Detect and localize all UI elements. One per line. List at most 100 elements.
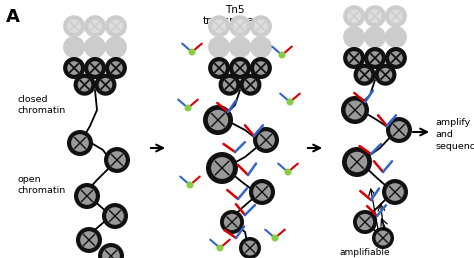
Circle shape bbox=[254, 19, 268, 33]
Circle shape bbox=[284, 168, 292, 175]
Circle shape bbox=[189, 49, 195, 55]
Circle shape bbox=[385, 5, 407, 27]
Circle shape bbox=[88, 40, 102, 54]
Circle shape bbox=[364, 47, 386, 69]
Circle shape bbox=[105, 36, 127, 58]
Circle shape bbox=[94, 74, 117, 96]
Circle shape bbox=[354, 64, 375, 86]
Circle shape bbox=[254, 61, 268, 75]
Circle shape bbox=[346, 100, 365, 119]
Text: A: A bbox=[6, 8, 20, 26]
Circle shape bbox=[208, 15, 230, 37]
Circle shape bbox=[386, 183, 404, 201]
Circle shape bbox=[224, 214, 240, 230]
Circle shape bbox=[254, 40, 268, 54]
Circle shape bbox=[368, 51, 382, 65]
Circle shape bbox=[220, 210, 244, 234]
Text: amplifiable
fragments: amplifiable fragments bbox=[340, 248, 391, 258]
Circle shape bbox=[244, 78, 257, 92]
Circle shape bbox=[250, 36, 272, 58]
Circle shape bbox=[347, 30, 361, 44]
Circle shape bbox=[217, 245, 224, 252]
Circle shape bbox=[243, 240, 257, 255]
Circle shape bbox=[229, 36, 251, 58]
Circle shape bbox=[286, 99, 293, 106]
Circle shape bbox=[186, 181, 193, 189]
Circle shape bbox=[102, 203, 128, 229]
Circle shape bbox=[109, 19, 123, 33]
Circle shape bbox=[347, 9, 361, 23]
Circle shape bbox=[342, 147, 372, 177]
Text: Tn5: Tn5 bbox=[225, 5, 245, 15]
Circle shape bbox=[63, 36, 85, 58]
Circle shape bbox=[374, 64, 396, 86]
Circle shape bbox=[343, 26, 365, 48]
Circle shape bbox=[208, 57, 230, 79]
Circle shape bbox=[74, 183, 100, 209]
Circle shape bbox=[386, 117, 412, 143]
Circle shape bbox=[390, 121, 408, 139]
Circle shape bbox=[223, 78, 237, 92]
Circle shape bbox=[78, 187, 96, 205]
Circle shape bbox=[249, 179, 275, 205]
Circle shape bbox=[379, 68, 392, 82]
Circle shape bbox=[279, 52, 285, 59]
Circle shape bbox=[63, 15, 85, 37]
Circle shape bbox=[385, 47, 407, 69]
Circle shape bbox=[368, 9, 382, 23]
Circle shape bbox=[219, 74, 240, 96]
Circle shape bbox=[67, 40, 81, 54]
Circle shape bbox=[206, 152, 238, 184]
Circle shape bbox=[347, 51, 361, 65]
Circle shape bbox=[353, 210, 377, 234]
Circle shape bbox=[203, 105, 233, 135]
Circle shape bbox=[63, 57, 85, 79]
Circle shape bbox=[67, 19, 81, 33]
Circle shape bbox=[208, 110, 228, 130]
Circle shape bbox=[99, 78, 112, 92]
Circle shape bbox=[102, 247, 120, 258]
Circle shape bbox=[272, 235, 279, 241]
Circle shape bbox=[257, 131, 275, 149]
Circle shape bbox=[84, 57, 106, 79]
Circle shape bbox=[104, 147, 130, 173]
Circle shape bbox=[105, 57, 127, 79]
Circle shape bbox=[389, 9, 403, 23]
Circle shape bbox=[233, 19, 247, 33]
Circle shape bbox=[109, 40, 123, 54]
Text: transposase: transposase bbox=[203, 16, 267, 26]
Circle shape bbox=[372, 227, 394, 249]
Circle shape bbox=[73, 74, 96, 96]
Circle shape bbox=[98, 243, 124, 258]
Circle shape bbox=[229, 15, 251, 37]
Circle shape bbox=[347, 152, 367, 172]
Circle shape bbox=[343, 47, 365, 69]
Circle shape bbox=[364, 5, 386, 27]
Circle shape bbox=[67, 61, 81, 75]
Circle shape bbox=[253, 127, 279, 153]
Circle shape bbox=[233, 40, 247, 54]
Circle shape bbox=[233, 61, 247, 75]
Circle shape bbox=[389, 51, 403, 65]
Circle shape bbox=[208, 36, 230, 58]
Circle shape bbox=[88, 61, 102, 75]
Circle shape bbox=[67, 130, 93, 156]
Circle shape bbox=[78, 78, 91, 92]
Circle shape bbox=[389, 30, 403, 44]
Circle shape bbox=[76, 227, 102, 253]
Text: amplify
and
sequence: amplify and sequence bbox=[435, 118, 474, 151]
Circle shape bbox=[106, 207, 124, 225]
Circle shape bbox=[343, 5, 365, 27]
Circle shape bbox=[184, 104, 191, 111]
Circle shape bbox=[250, 15, 272, 37]
Circle shape bbox=[84, 36, 106, 58]
Circle shape bbox=[229, 57, 251, 79]
Circle shape bbox=[250, 57, 272, 79]
Circle shape bbox=[212, 19, 226, 33]
Circle shape bbox=[109, 61, 123, 75]
Circle shape bbox=[239, 74, 262, 96]
Circle shape bbox=[80, 231, 98, 249]
Circle shape bbox=[105, 15, 127, 37]
Circle shape bbox=[382, 179, 408, 205]
Circle shape bbox=[88, 19, 102, 33]
